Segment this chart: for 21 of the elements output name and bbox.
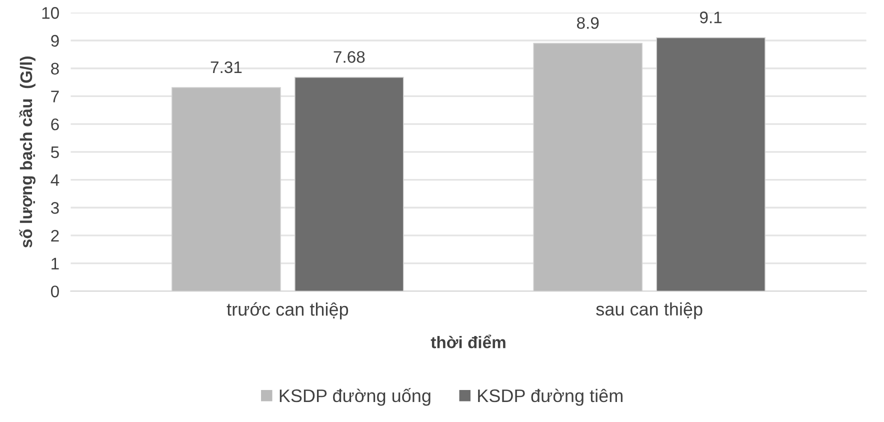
x-axis-title: thời điểm bbox=[430, 334, 506, 348]
data-label: 7.68 bbox=[334, 51, 365, 63]
y-tick-label: 6 bbox=[51, 118, 59, 130]
legend-label: KSDP đường uống bbox=[280, 388, 430, 406]
y-tick-label: 4 bbox=[50, 174, 60, 186]
y-tick-label: 5 bbox=[51, 146, 59, 158]
data-label: 7.31 bbox=[210, 61, 242, 74]
y-tick-label: 3 bbox=[50, 202, 59, 214]
y-tick-label: 1 bbox=[52, 258, 59, 270]
y-tick-label: 2 bbox=[51, 230, 59, 242]
x-tick-label: sau can thiệp bbox=[596, 302, 702, 320]
data-label: 9.1 bbox=[700, 12, 722, 24]
data-label: 8.9 bbox=[577, 17, 599, 29]
y-tick-label: 8 bbox=[51, 62, 59, 75]
y-tick-label: 0 bbox=[50, 286, 59, 298]
legend-label: KSDP đường tiêm bbox=[478, 388, 622, 406]
x-tick-label: trước can thiệp bbox=[226, 302, 348, 320]
y-tick-label: 10 bbox=[42, 7, 59, 19]
y-axis-title: số lượng bạch cầu (G/l) bbox=[19, 56, 36, 248]
y-tick-label: 9 bbox=[51, 34, 59, 47]
y-tick-label: 7 bbox=[51, 90, 59, 102]
